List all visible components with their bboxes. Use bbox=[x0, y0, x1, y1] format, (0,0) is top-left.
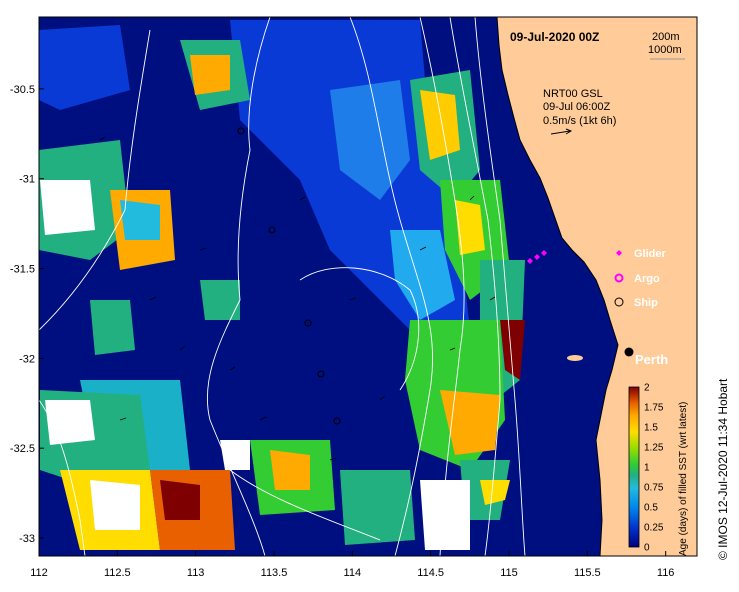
glider-track bbox=[527, 250, 547, 264]
colorbar-tick-label: 0 bbox=[644, 543, 650, 554]
sst-patches bbox=[39, 40, 525, 550]
argo-circle-icon bbox=[614, 273, 624, 283]
vector-legend-source: NRT00 GSL bbox=[543, 88, 603, 100]
mid-age-band bbox=[330, 80, 410, 200]
ship-circle-icon bbox=[614, 297, 624, 307]
x-tick-label: 112 bbox=[30, 567, 48, 579]
vector-legend-scale: 0.5m/s (1kt 6h) bbox=[543, 115, 616, 127]
legend-ship-label: Ship bbox=[634, 297, 658, 309]
colorbar-tick-label: 1.5 bbox=[644, 423, 658, 434]
island bbox=[567, 355, 583, 361]
current-vectors bbox=[99, 136, 496, 461]
colorbar-tick-label: 0.75 bbox=[644, 483, 664, 494]
x-tick-label: 114 bbox=[344, 567, 362, 579]
y-tick-label: -32 bbox=[19, 353, 35, 365]
land-mass bbox=[497, 17, 697, 556]
credit-text: © IMOS 12-Jul-2020 11:34 Hobart bbox=[716, 378, 730, 560]
bathymetry-contours bbox=[39, 17, 526, 556]
glider-diamond-icon bbox=[616, 250, 622, 256]
y-tick-label: -33 bbox=[19, 533, 35, 545]
y-tick-label: -31 bbox=[19, 174, 35, 186]
mid-age-band bbox=[39, 25, 130, 110]
x-axis: 112 112.5 113 113.5 114 114.5 115 115.5 116 bbox=[30, 551, 674, 579]
y-tick-label: -30.5 bbox=[10, 84, 35, 96]
colorbar-tick-label: 0.25 bbox=[644, 523, 664, 534]
x-tick-label: 116 bbox=[657, 567, 675, 579]
colorbar-tick-label: 1.25 bbox=[644, 443, 664, 454]
map-date-title: 09-Jul-2020 00Z bbox=[510, 30, 599, 44]
colorbar-scale bbox=[628, 386, 640, 548]
y-tick-label: -32.5 bbox=[10, 443, 35, 455]
vector-legend-time: 09-Jul 06:00Z bbox=[543, 101, 611, 113]
x-tick-label: 115.5 bbox=[574, 567, 601, 579]
coastline bbox=[496, 17, 619, 556]
plot-frame bbox=[38, 16, 698, 557]
colorbar-tick-label: 1.75 bbox=[644, 403, 664, 414]
mid-age-band bbox=[390, 230, 455, 320]
depth-label-200m: 200m bbox=[652, 31, 680, 43]
colorbar-tick-label: 2 bbox=[644, 383, 650, 394]
vector-legend-arrow-icon bbox=[550, 128, 573, 135]
x-tick-label: 115 bbox=[500, 567, 518, 579]
x-tick-label: 112.5 bbox=[104, 567, 131, 579]
y-axis: -30.5 -31 -31.5 -32 -32.5 -33 bbox=[10, 84, 44, 545]
depth-label-1000m: 1000m bbox=[648, 44, 682, 56]
x-tick-label: 113.5 bbox=[261, 567, 288, 579]
colorbar-tick-label: 0.5 bbox=[644, 503, 658, 514]
x-tick-label: 114.5 bbox=[417, 567, 444, 579]
legend-glider-label: Glider bbox=[634, 248, 667, 260]
colorbar-tick-label: 1 bbox=[644, 463, 650, 474]
perth-marker-icon bbox=[624, 347, 634, 357]
y-tick-label: -31.5 bbox=[10, 264, 35, 276]
legend-argo-label: Argo bbox=[634, 273, 660, 285]
colorbar-title: Age (days) of filled SST (wrt latest) bbox=[678, 402, 689, 556]
colorbar: 0 0.25 0.5 0.75 1 1.25 1.5 1.75 2 Age (days) of … bbox=[628, 383, 689, 556]
symbol-legend: Glider Argo Ship bbox=[614, 248, 667, 309]
perth-label: Perth bbox=[635, 352, 668, 367]
x-tick-label: 113 bbox=[187, 567, 205, 579]
ship-positions bbox=[237, 127, 341, 425]
